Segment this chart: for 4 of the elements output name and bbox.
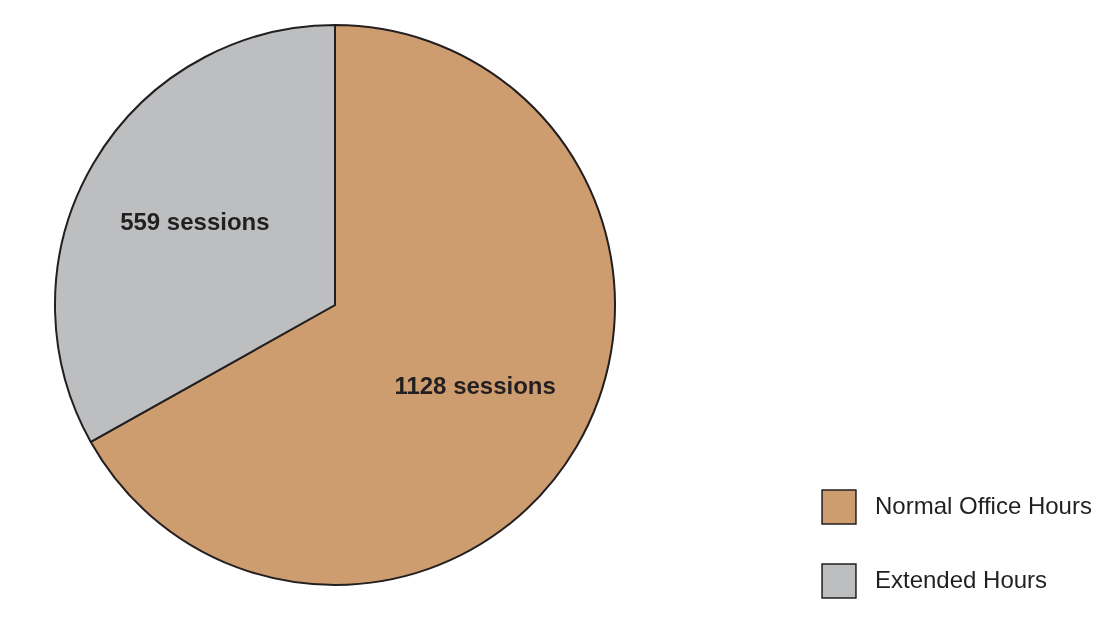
legend-label: Normal Office Hours	[875, 492, 1092, 519]
data-label: 1128 sessions	[394, 372, 556, 400]
data-label: 559 sessions	[120, 207, 270, 235]
legend-label: Extended Hours	[875, 566, 1048, 593]
